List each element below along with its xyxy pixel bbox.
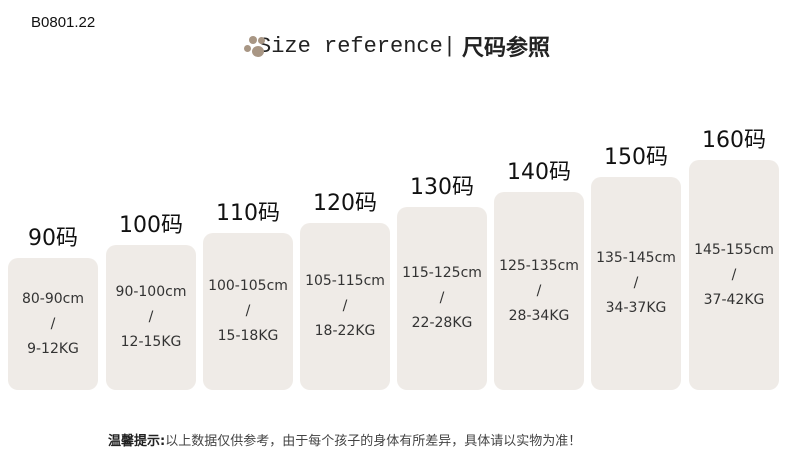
size-height: 145-155cm <box>694 241 774 258</box>
title-english: Size reference| <box>258 33 457 59</box>
size-card: 80-90cm / 9-12KG <box>8 258 98 390</box>
size-sep: / <box>633 275 639 291</box>
size-sep: / <box>245 303 251 319</box>
size-weight: 22-28KG <box>411 315 473 331</box>
size-card: 100-105cm / 15-18KG <box>203 233 293 390</box>
size-label: 130码 <box>410 175 474 200</box>
size-label: 90码 <box>28 226 78 251</box>
size-label: 150码 <box>604 145 668 170</box>
title-chinese: 尺码参照 <box>462 36 551 61</box>
size-card: 115-125cm / 22-28KG <box>397 207 487 390</box>
size-label: 120码 <box>313 191 377 216</box>
size-label: 110码 <box>216 201 280 226</box>
size-sep: / <box>50 315 56 332</box>
disclaimer: 温馨提示:以上数据仅供参考，由于每个孩子的身体有所差异，具体请以实物为准！ <box>108 430 581 449</box>
size-height: 125-135cm <box>499 257 579 274</box>
product-code: B0801.22 <box>31 14 96 31</box>
size-weight: 12-15KG <box>120 334 182 350</box>
paw-icon <box>244 33 266 59</box>
size-card: 90-100cm / 12-15KG <box>106 245 196 390</box>
size-sep: / <box>342 298 348 314</box>
size-weight: 15-18KG <box>217 328 279 344</box>
disclaimer-label: 温馨提示: <box>108 434 166 449</box>
size-weight: 34-37KG <box>605 300 667 316</box>
size-label: 100码 <box>119 213 183 238</box>
size-label: 160码 <box>702 128 766 153</box>
size-height: 100-105cm <box>208 278 288 294</box>
size-height: 80-90cm <box>21 290 84 307</box>
size-sep: / <box>536 282 542 299</box>
size-card: 145-155cm / 37-42KG <box>689 160 779 390</box>
size-weight: 9-12KG <box>27 340 79 357</box>
size-weight: 37-42KG <box>703 291 765 308</box>
size-label: 140码 <box>507 160 571 185</box>
size-weight: 18-22KG <box>314 323 376 339</box>
size-height: 90-100cm <box>115 284 187 300</box>
size-height: 105-115cm <box>305 273 385 289</box>
size-height: 115-125cm <box>402 265 482 281</box>
page-title: Size reference| 尺码参照 <box>244 30 550 62</box>
size-height: 135-145cm <box>596 250 676 266</box>
size-card: 135-145cm / 34-37KG <box>591 177 681 390</box>
size-sep: / <box>148 309 154 325</box>
disclaimer-text: 以上数据仅供参考，由于每个孩子的身体有所差异，具体请以实物为准！ <box>165 434 582 449</box>
size-weight: 28-34KG <box>508 307 570 324</box>
size-sep: / <box>731 266 737 283</box>
size-card: 105-115cm / 18-22KG <box>300 223 390 390</box>
size-card: 125-135cm / 28-34KG <box>494 192 584 390</box>
size-sep: / <box>439 290 445 306</box>
